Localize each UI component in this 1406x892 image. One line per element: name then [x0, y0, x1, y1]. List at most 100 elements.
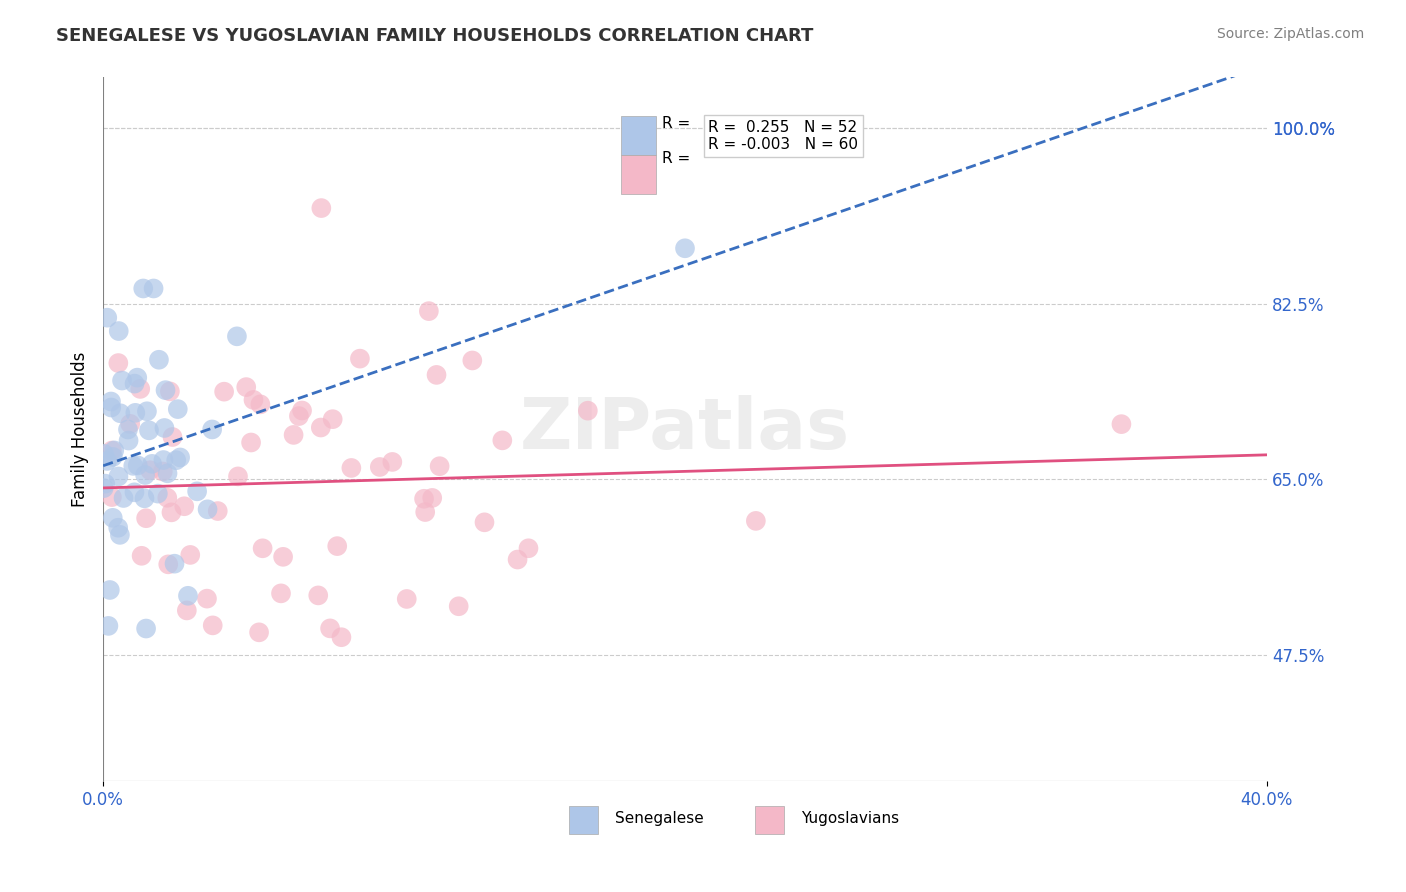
Point — [120, 417, 142, 431]
Y-axis label: Family Households: Family Households — [72, 351, 89, 507]
Point — [461, 353, 484, 368]
Point — [176, 603, 198, 617]
Point — [326, 539, 349, 553]
Point — [110, 406, 132, 420]
Point — [447, 599, 470, 614]
Point — [169, 450, 191, 465]
Point — [138, 423, 160, 437]
Point — [101, 443, 124, 458]
Point — [93, 447, 115, 461]
Point — [673, 241, 696, 255]
Point — [135, 622, 157, 636]
Point — [107, 356, 129, 370]
Point — [291, 403, 314, 417]
Text: R =: R = — [662, 152, 690, 166]
Point — [252, 541, 274, 556]
Point — [152, 453, 174, 467]
Text: R =  0.255   N = 52
R = -0.003   N = 60: R = 0.255 N = 52 R = -0.003 N = 60 — [709, 120, 858, 152]
Point — [207, 504, 229, 518]
Point — [201, 618, 224, 632]
Point — [420, 491, 443, 505]
Point — [124, 406, 146, 420]
Point — [576, 403, 599, 417]
Point — [186, 484, 208, 499]
Point — [474, 516, 496, 530]
Point — [100, 401, 122, 415]
Point — [157, 558, 180, 572]
Point — [413, 491, 436, 506]
Point — [418, 304, 440, 318]
Point — [98, 582, 121, 597]
Point — [288, 409, 311, 423]
Point — [491, 434, 513, 448]
Point — [96, 454, 118, 468]
Point — [166, 402, 188, 417]
Point — [134, 468, 156, 483]
Point — [212, 384, 235, 399]
Point — [103, 443, 125, 458]
Point — [101, 490, 124, 504]
Point — [101, 450, 124, 464]
Point — [132, 281, 155, 295]
Point — [111, 374, 134, 388]
Point — [141, 457, 163, 471]
Point — [155, 383, 177, 397]
Point — [108, 528, 131, 542]
Point — [124, 376, 146, 391]
Point — [97, 619, 120, 633]
Point — [249, 397, 271, 411]
Point — [129, 382, 152, 396]
Point — [283, 428, 305, 442]
Point — [247, 625, 270, 640]
Point — [201, 422, 224, 436]
Point — [235, 380, 257, 394]
Point — [162, 430, 184, 444]
Point — [429, 459, 451, 474]
Text: Source: ZipAtlas.com: Source: ZipAtlas.com — [1216, 27, 1364, 41]
Point — [506, 552, 529, 566]
Point — [745, 514, 768, 528]
Text: Yugoslavians: Yugoslavians — [801, 811, 900, 826]
Point — [117, 422, 139, 436]
Point — [156, 467, 179, 481]
Point — [242, 392, 264, 407]
Point — [134, 491, 156, 506]
Point — [517, 541, 540, 556]
Point — [368, 460, 391, 475]
Point — [413, 505, 436, 519]
Point — [127, 458, 149, 473]
Point — [131, 549, 153, 563]
Point — [319, 621, 342, 635]
Point — [96, 310, 118, 325]
Point — [179, 548, 201, 562]
Point — [307, 588, 329, 602]
Point — [173, 500, 195, 514]
Point — [112, 491, 135, 505]
Point — [226, 469, 249, 483]
Point — [94, 476, 117, 491]
Point — [197, 502, 219, 516]
Point — [122, 458, 145, 473]
Point — [148, 352, 170, 367]
FancyBboxPatch shape — [568, 805, 598, 834]
Point — [107, 521, 129, 535]
Point — [156, 491, 179, 505]
Point — [340, 461, 363, 475]
Point — [135, 511, 157, 525]
Point — [146, 486, 169, 500]
Text: Senegalese: Senegalese — [616, 811, 704, 826]
Point — [240, 435, 263, 450]
Point — [100, 394, 122, 409]
Point — [159, 384, 181, 399]
Point — [381, 455, 404, 469]
Point — [127, 370, 149, 384]
Point — [153, 421, 176, 435]
Point — [309, 420, 332, 434]
Point — [177, 589, 200, 603]
Point — [195, 591, 218, 606]
Point — [117, 434, 139, 448]
Text: ZIPatlas: ZIPatlas — [520, 394, 851, 464]
Point — [311, 201, 333, 215]
Point — [1111, 417, 1133, 431]
Point — [101, 511, 124, 525]
